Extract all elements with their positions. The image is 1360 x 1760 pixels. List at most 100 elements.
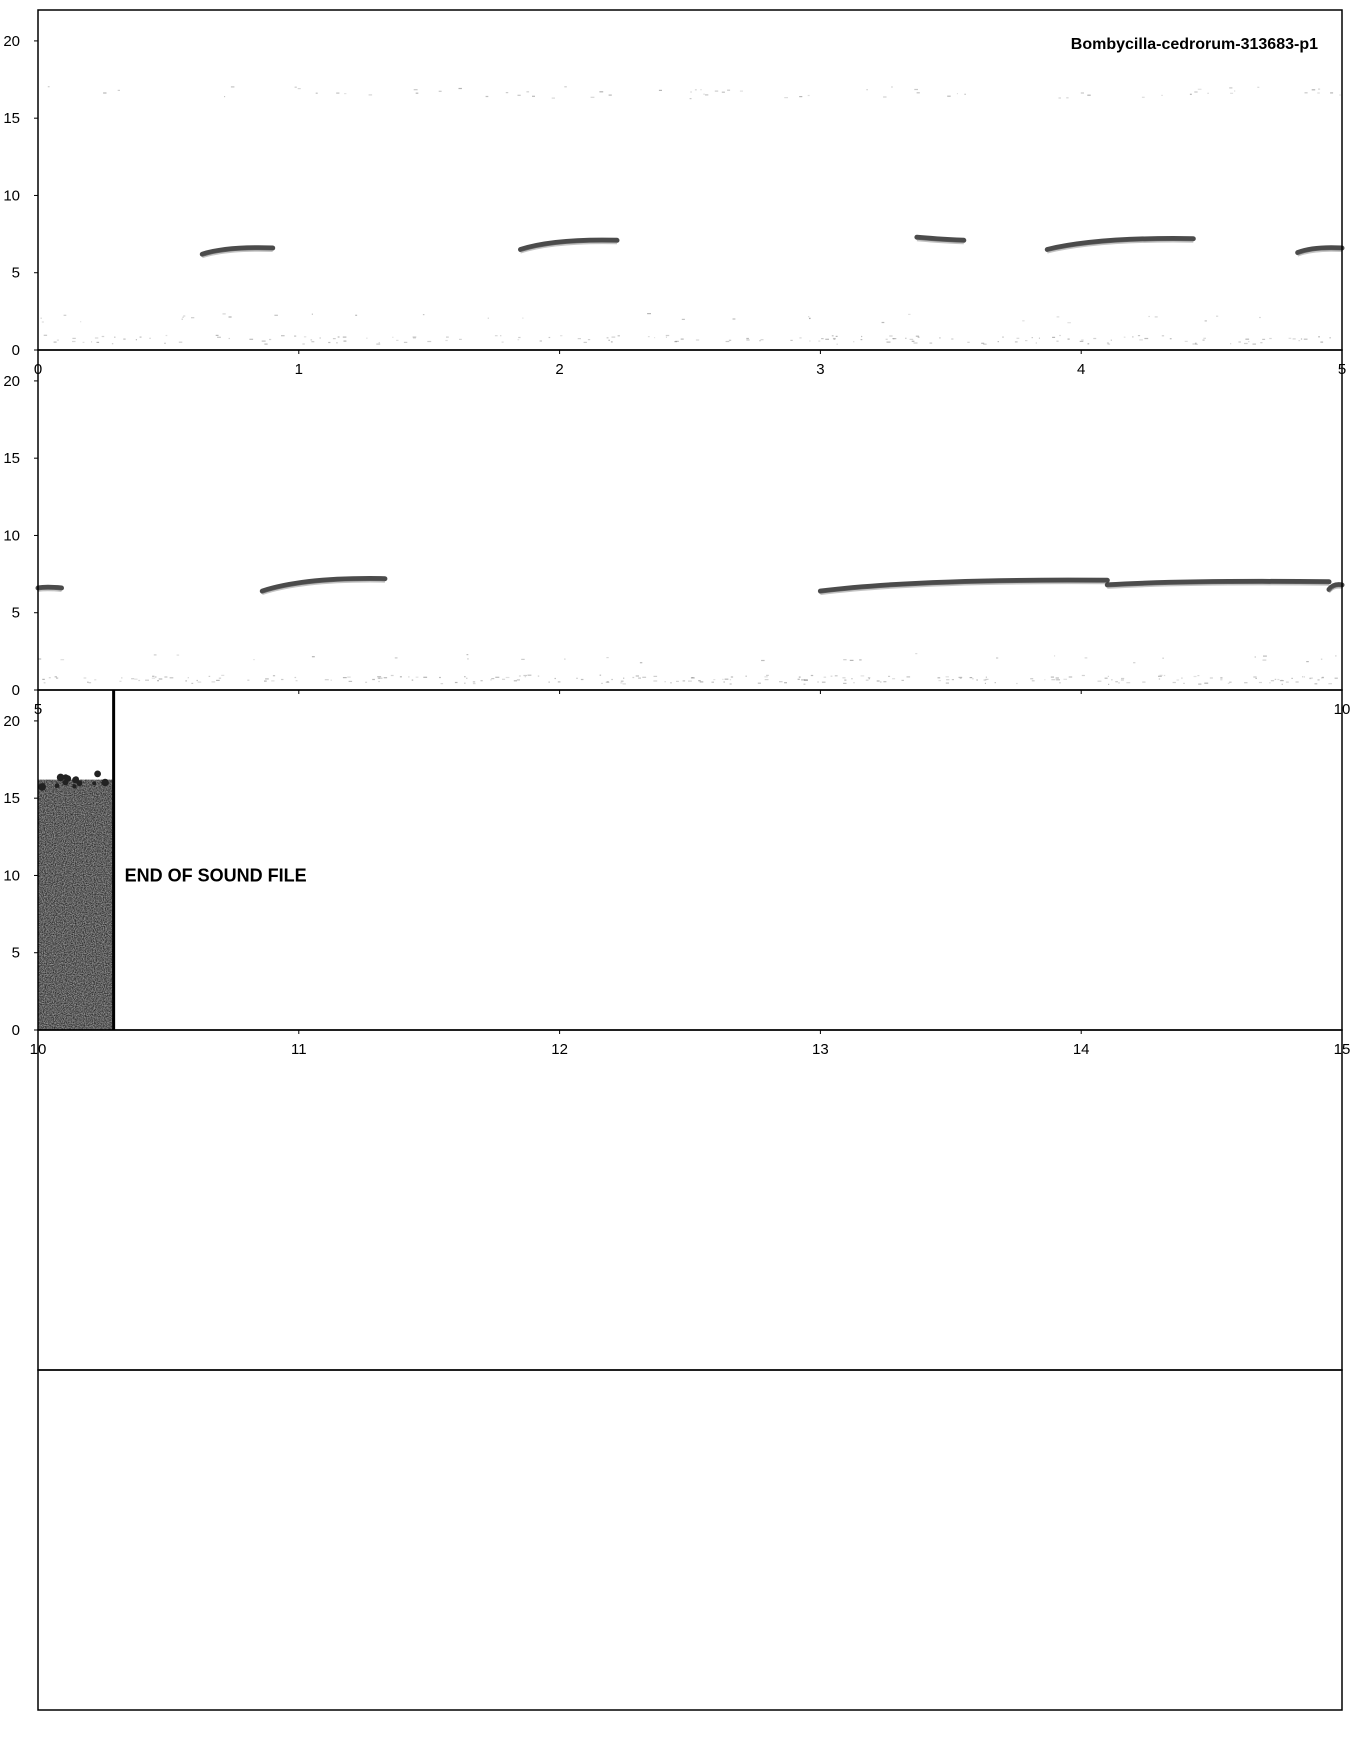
noise-speck [849,659,854,661]
noise-speck [914,88,918,91]
syllable-trace [1326,582,1345,592]
noise-speck [664,681,666,683]
noise-speck [1330,92,1334,94]
noise-speck [698,680,701,682]
noise-speck [311,313,313,315]
panel-frame [37,1029,1343,1371]
noise-speck [377,676,382,678]
noise-speck [1022,320,1025,322]
noise-speck [972,678,974,680]
noise-speck [622,683,626,685]
noise-speck [892,338,897,340]
noise-speck [145,679,149,681]
noise-speck [1234,90,1236,92]
noise-speck [230,86,235,88]
noise-speck [1154,316,1158,318]
noise-speck [480,680,483,682]
noise-speck [1197,88,1202,90]
syllable-trace [1104,578,1332,588]
end-noise-blob [73,776,79,783]
noise-speck [658,89,662,91]
noise-speck [599,674,602,676]
noise-speck [883,681,887,683]
noise-speck [945,682,949,684]
noise-speck [281,678,284,681]
noise-speck [996,657,999,659]
noise-speck [1309,677,1312,680]
noise-speck [403,341,408,343]
noise-speck [466,677,468,679]
noise-speck [390,674,394,677]
noise-speck [224,96,226,98]
noise-speck [169,677,174,679]
noise-speck [1320,658,1323,660]
noise-speck [690,91,692,93]
noise-speck [518,675,521,677]
noise-speck [337,336,340,338]
noise-speck [1063,678,1067,680]
noise-speck [164,676,168,678]
noise-speck [1321,677,1324,679]
noise-speck [513,680,517,682]
noise-speck [501,341,504,343]
x-tick-label: 3 [816,361,824,378]
noise-speck [366,337,368,339]
noise-speck [764,676,768,678]
noise-speck [517,94,521,96]
noise-speck [803,683,806,685]
noise-speck [1016,337,1020,339]
noise-speck [635,675,639,677]
noise-speck [711,681,714,683]
noise-speck [906,676,911,678]
noise-speck [831,335,834,337]
noise-speck [723,681,725,683]
noise-speck [1002,336,1004,338]
noise-speck [472,683,476,685]
noise-speck [947,95,951,97]
noise-speck [222,313,226,315]
noise-speck [1084,657,1088,659]
noise-speck [617,335,620,337]
noise-speck [985,676,987,678]
noise-speck [271,680,275,682]
noise-speck [766,674,769,676]
noise-speck [821,681,826,683]
noise-speck [1329,337,1331,339]
noise-speck [1194,91,1198,93]
noise-speck [297,88,301,90]
noise-speck [537,675,540,677]
noise-speck [502,678,506,680]
noise-speck [1203,337,1206,339]
noise-speck [311,656,315,658]
noise-speck [315,92,318,94]
noise-speck [494,335,498,337]
noise-speck [1288,337,1292,339]
noise-speck [1163,674,1166,677]
noise-speck [1035,342,1037,344]
noise-speck [959,677,962,679]
y-tick-label: 20 [3,33,20,50]
noise-speck [1097,680,1102,682]
x-tick-label: 13 [812,1041,829,1058]
noise-speck [842,677,846,679]
noise-speck [427,340,432,343]
noise-speck [587,339,591,341]
noise-speck [1067,322,1071,324]
noise-speck [294,676,297,679]
noise-speck [1055,677,1059,679]
noise-speck [1059,682,1061,684]
noise-speck [111,343,114,345]
noise-speck [117,89,120,91]
noise-speck [1227,682,1230,684]
noise-speck [1198,683,1202,685]
noise-speck [415,92,419,94]
noise-speck [38,658,42,660]
noise-speck [929,342,933,344]
noise-speck [1054,655,1056,657]
y-tick-label: 5 [12,265,20,282]
noise-speck [228,316,232,318]
noise-speck [1066,97,1069,99]
noise-speck [42,678,45,680]
noise-speck [185,680,187,682]
noise-speck [1161,335,1165,337]
